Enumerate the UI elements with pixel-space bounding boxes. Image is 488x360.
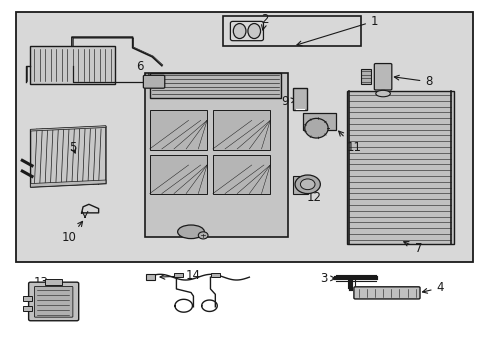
Polygon shape bbox=[30, 180, 106, 187]
Text: 9: 9 bbox=[280, 95, 295, 108]
Bar bbox=[292, 176, 307, 194]
Ellipse shape bbox=[304, 118, 327, 138]
Bar bbox=[30, 46, 115, 84]
Text: 1: 1 bbox=[296, 14, 378, 46]
Bar bbox=[292, 88, 306, 110]
FancyBboxPatch shape bbox=[353, 287, 419, 299]
Circle shape bbox=[198, 232, 207, 239]
Text: 2: 2 bbox=[261, 13, 268, 30]
Text: 11: 11 bbox=[338, 131, 361, 154]
Bar bbox=[23, 306, 32, 311]
Bar bbox=[212, 155, 270, 194]
Bar bbox=[174, 273, 183, 277]
FancyBboxPatch shape bbox=[34, 287, 73, 317]
Ellipse shape bbox=[247, 23, 260, 39]
Bar bbox=[149, 73, 281, 98]
Bar bbox=[149, 155, 206, 194]
FancyBboxPatch shape bbox=[143, 75, 164, 88]
Polygon shape bbox=[346, 91, 453, 244]
Bar bbox=[212, 111, 270, 150]
Text: 12: 12 bbox=[306, 184, 321, 204]
Polygon shape bbox=[30, 126, 106, 131]
Bar bbox=[302, 113, 335, 130]
Bar bbox=[16, 12, 472, 262]
Text: 5: 5 bbox=[69, 141, 77, 154]
Bar bbox=[144, 73, 287, 237]
Ellipse shape bbox=[300, 179, 314, 190]
Text: 3: 3 bbox=[319, 272, 335, 285]
Bar bbox=[45, 279, 62, 285]
Polygon shape bbox=[30, 126, 106, 187]
Ellipse shape bbox=[177, 225, 204, 239]
Ellipse shape bbox=[233, 23, 245, 39]
Text: 10: 10 bbox=[62, 221, 82, 244]
FancyBboxPatch shape bbox=[29, 282, 79, 321]
Text: 8: 8 bbox=[393, 75, 432, 88]
Text: 4: 4 bbox=[422, 282, 443, 294]
Text: 13: 13 bbox=[34, 276, 73, 295]
Bar bbox=[146, 274, 155, 280]
FancyBboxPatch shape bbox=[373, 64, 391, 90]
Text: 7: 7 bbox=[403, 242, 421, 255]
Bar bbox=[23, 296, 32, 301]
Bar bbox=[211, 273, 220, 277]
Ellipse shape bbox=[375, 90, 389, 97]
Text: 14: 14 bbox=[160, 269, 201, 282]
Bar bbox=[222, 16, 361, 46]
Bar bbox=[361, 69, 370, 84]
Ellipse shape bbox=[294, 175, 320, 194]
Bar bbox=[149, 111, 206, 150]
Text: 6: 6 bbox=[136, 60, 149, 78]
